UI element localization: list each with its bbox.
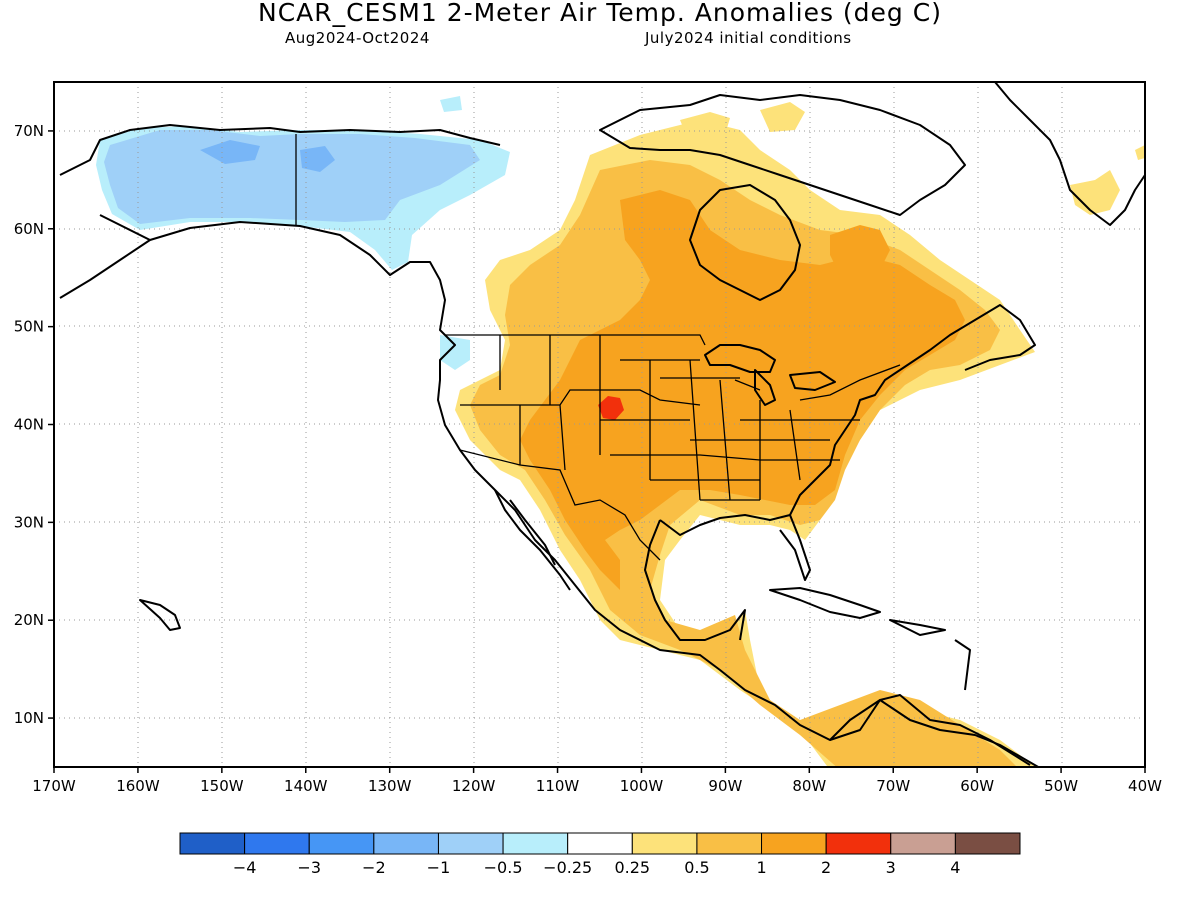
cold-anomaly-pacific-nw (440, 96, 470, 370)
colorbar-swatch (696, 832, 763, 855)
lat-tick-label: 20N (14, 611, 44, 629)
colorbar-swatch (567, 832, 633, 855)
forecast-period: Aug2024-Oct2024 (285, 29, 430, 47)
lon-tick-label: 150W (200, 777, 244, 795)
lon-tick-label: 170W (32, 777, 76, 795)
colorbar-swatch (954, 832, 1021, 855)
lat-tick-label: 50N (14, 318, 44, 336)
colorbar-swatch (890, 832, 956, 855)
colorbar-swatch (825, 832, 892, 855)
coastlines (59, 82, 1145, 767)
lat-tick-label: 10N (14, 709, 44, 727)
lon-tick-label: 100W (620, 777, 664, 795)
lon-tick-label: 130W (368, 777, 412, 795)
warm-anomaly-one-east (830, 225, 890, 285)
map-title: NCAR_CESM1 2-Meter Air Temp. Anomalies (… (258, 0, 942, 27)
lat-tick-label: 60N (14, 220, 44, 238)
lat-tick-label: 30N (14, 513, 44, 531)
colorbar-label: −3 (297, 858, 321, 877)
lon-tick-label: 90W (708, 777, 742, 795)
latitude-axis: 10N 20N 30N 40N 50N 60N 70N (14, 122, 54, 727)
colorbar-label: 0.25 (614, 858, 650, 877)
colorbar-label: −4 (233, 858, 257, 877)
lat-tick-label: 40N (14, 416, 44, 434)
anomaly-shading (96, 96, 1145, 767)
cold-anomaly-minus2 (200, 140, 335, 172)
cold-anomaly-minus1 (104, 130, 480, 224)
colorbar-label: −0.25 (543, 858, 592, 877)
lon-tick-label: 140W (284, 777, 328, 795)
colorbar-swatch (437, 832, 504, 855)
colorbar-label: 1 (756, 858, 766, 877)
colorbar-label: 4 (950, 858, 960, 877)
lon-tick-label: 60W (960, 777, 994, 795)
warm-anomaly-hotspot (598, 396, 624, 420)
colorbar-swatch (179, 832, 246, 855)
colorbar-swatch (373, 832, 439, 855)
colorbar-label: 2 (821, 858, 831, 877)
warm-anomaly-one (520, 190, 965, 590)
colorbar-swatch (631, 832, 698, 855)
lon-tick-label: 40W (1128, 777, 1162, 795)
lon-tick-label: 110W (536, 777, 580, 795)
colorbar-label: −0.5 (484, 858, 523, 877)
initial-conditions: July2024 initial conditions (645, 29, 852, 47)
warm-anomaly-greenland (1070, 145, 1145, 215)
warm-anomaly-arctic (680, 102, 805, 140)
lon-tick-label: 160W (116, 777, 160, 795)
colorbar-swatch (308, 832, 375, 855)
lon-tick-label: 50W (1044, 777, 1078, 795)
colorbar-label: 3 (886, 858, 896, 877)
political-borders (295, 134, 901, 561)
colorbar-label: −2 (362, 858, 386, 877)
colorbar-swatch (502, 832, 569, 855)
colorbar-swatch (761, 832, 827, 855)
colorbar-label: −1 (427, 858, 451, 877)
colorbar-label: 0.5 (684, 858, 709, 877)
colorbar: −4 −3 −2 −1 −0.5 −0.25 0.25 0.5 1 2 3 4 (179, 832, 1021, 877)
colorbar-swatch (244, 832, 310, 855)
lon-tick-label: 70W (876, 777, 910, 795)
longitude-axis: 170W 160W 150W 140W 130W 120W 110W 100W 90W 80W 70… (32, 767, 1162, 795)
lat-tick-label: 70N (14, 122, 44, 140)
lon-tick-label: 120W (452, 777, 496, 795)
lon-tick-label: 80W (792, 777, 826, 795)
